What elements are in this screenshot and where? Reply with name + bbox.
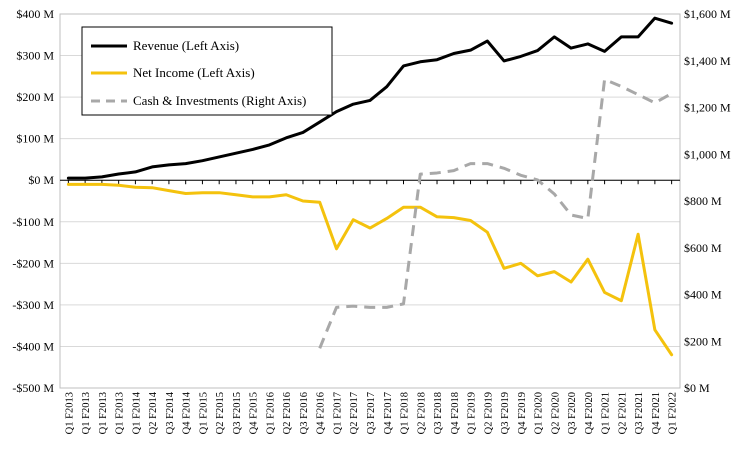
x-tick-label: Q4 F2018 <box>450 392 461 434</box>
left-axis-tick-label: $0 M <box>28 173 54 187</box>
x-tick-label: Q1 F2020 <box>534 392 545 434</box>
right-axis-tick-label: $200 M <box>684 334 722 348</box>
plot-area-border <box>59 13 681 389</box>
left-axis-tick-label: $400 M <box>16 7 54 21</box>
left-axis-tick-label: -$100 M <box>12 215 54 229</box>
series-line-revenue <box>66 16 674 180</box>
x-tick-label: Q3 F2014 <box>165 391 176 434</box>
x-tick-label: Q1 F2013 <box>81 392 92 434</box>
x-tick-label: Q1 F2013 <box>98 392 109 434</box>
x-tick-label: Q2 F2018 <box>416 392 427 434</box>
right-axis-tick-label: $1,200 M <box>684 101 731 115</box>
x-tick-label: Q1 F2018 <box>400 392 411 434</box>
series-lines <box>66 16 674 357</box>
legend-label-net-income: Net Income (Left Axis) <box>133 65 255 80</box>
left-axis-tick-label: -$300 M <box>12 298 54 312</box>
x-tick-label: Q4 F2019 <box>517 392 528 434</box>
x-tick-label: Q2 F2014 <box>148 391 159 434</box>
left-axis-tick-label: -$500 M <box>12 381 54 395</box>
x-tick-label: Q1 F2017 <box>332 392 343 434</box>
x-tick-label: Q2 F2016 <box>282 392 293 434</box>
x-tick-label: Q3 F2015 <box>232 392 243 434</box>
x-tick-label: Q4 F2020 <box>584 392 595 434</box>
x-tick-label: Q1 F2022 <box>668 392 679 434</box>
x-tick-label: Q1 F2014 <box>131 391 142 434</box>
left-axis-tick-label: $100 M <box>16 132 54 146</box>
left-axis-tick-label: -$400 M <box>12 339 54 353</box>
x-tick-label: Q1 F2013 <box>64 392 75 434</box>
x-tick-label: Q1 F2019 <box>467 392 478 434</box>
x-tick-label: Q1 F2015 <box>198 392 209 434</box>
x-tick-label: Q4 F2014 <box>182 391 193 434</box>
left-axis-tick-label: $200 M <box>16 90 54 104</box>
x-tick-label: Q4 F2021 <box>651 392 662 434</box>
x-tick-label: Q4 F2016 <box>316 392 327 434</box>
x-tick-label: Q2 F2017 <box>349 392 360 434</box>
series-line-cash-investments <box>318 77 673 349</box>
x-tick-label: Q1 F2016 <box>265 392 276 434</box>
x-tick-label: Q3 F2017 <box>366 392 377 434</box>
x-tick-label: Q2 F2019 <box>483 392 494 434</box>
left-axis-tick-label: $300 M <box>16 49 54 63</box>
x-tick-label: Q3 F2016 <box>299 392 310 434</box>
x-tick-label: Q1 F2013 <box>115 392 126 434</box>
right-axis-tick-label: $0 M <box>684 381 710 395</box>
axes: $400 M $300 M $200 M $100 M $0 M -$100 M -$200… <box>12 7 731 434</box>
x-tick-label: Q1 F2021 <box>601 392 612 434</box>
x-tick-label: Q3 F2019 <box>500 392 511 434</box>
x-tick-label: Q3 F2018 <box>433 392 444 434</box>
x-tick-label: Q2 F2020 <box>550 392 561 434</box>
right-axis-tick-label: $800 M <box>684 194 722 208</box>
x-tick-label: Q4 F2015 <box>249 392 260 434</box>
series-line-net-income <box>66 182 674 357</box>
x-tick-label: Q3 F2020 <box>567 392 578 434</box>
x-tick-label: Q2 F2015 <box>215 392 226 434</box>
right-axis-tick-label: $1,400 M <box>684 54 731 68</box>
legend: Revenue (Left Axis) Net Income (Left Axi… <box>81 26 333 116</box>
right-axis-tick-label: $400 M <box>684 288 722 302</box>
legend-label-cash: Cash & Investments (Right Axis) <box>133 93 306 108</box>
x-tick-label: Q4 F2017 <box>383 392 394 434</box>
x-tick-label: Q3 F2021 <box>634 392 645 434</box>
x-tick-label: Q2 F2021 <box>617 392 628 434</box>
right-axis-tick-label: $600 M <box>684 241 722 255</box>
right-axis-tick-label: $1,000 M <box>684 147 731 161</box>
right-axis-tick-label: $1,600 M <box>684 7 731 21</box>
legend-label-revenue: Revenue (Left Axis) <box>133 38 239 53</box>
left-axis-tick-label: -$200 M <box>12 256 54 270</box>
